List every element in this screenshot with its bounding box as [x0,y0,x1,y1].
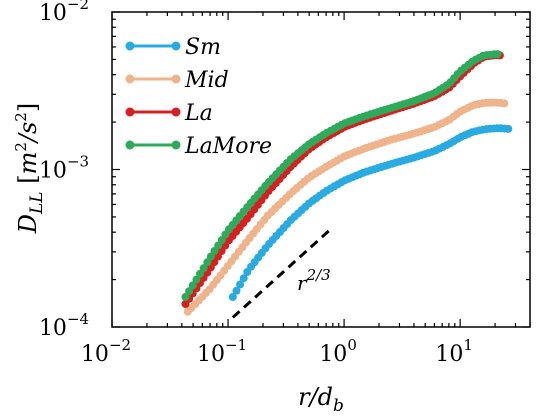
legend-label: Mid [184,68,229,93]
reference-label: r2/3 [297,266,331,295]
data-point [192,275,201,284]
series-lamore [181,50,502,301]
axis-labels: r/db DLL [m2/s2] [12,103,344,416]
y-tick-label: 10−2 [39,0,89,26]
data-point [500,99,509,108]
legend-item-lamore: LaMore [125,134,272,159]
legend-marker [171,41,181,51]
legend-item-mid: Mid [125,68,229,93]
data-point [185,287,194,296]
reference-label-exp: 2/3 [306,266,331,284]
legend-marker [171,74,181,84]
legend-label: LaMore [184,134,272,159]
data-point [228,293,237,301]
legend-label: Sm [185,35,221,60]
data-series [181,50,513,316]
data-point [199,264,208,273]
legend-marker [125,74,135,84]
x-tick-labels: 10−2 10−1 100 101 [81,336,473,367]
y-tick-labels: 10−4 10−3 10−2 [39,0,89,341]
data-point [181,293,190,301]
data-point [239,274,248,283]
plot-frame [111,11,531,328]
series-mid [183,98,509,316]
legend-marker [125,41,135,51]
legend-marker [125,140,135,150]
legend-marker [171,107,181,117]
x-axis-label: r/db [298,383,344,416]
reference-line [231,226,334,319]
data-point [188,281,197,290]
legend-marker [171,140,181,150]
y-tick-label: 10−3 [39,153,89,184]
data-point [504,124,513,133]
data-point [203,258,212,267]
y-tick-label: 10−4 [39,310,89,341]
x-tick-label: 10−2 [81,336,131,367]
data-point [493,50,502,59]
data-point [196,269,204,278]
legend: Sm Mid La LaMore [125,35,272,159]
legend-label: La [184,101,213,126]
data-point [232,286,241,295]
x-tick-label: 10−1 [197,336,247,367]
series-sm [228,124,513,301]
x-tick-label: 100 [319,336,357,367]
legend-item-la: La [125,101,213,126]
data-point [236,280,245,289]
x-tick-label: 101 [435,336,473,367]
legend-item-sm: Sm [125,35,221,60]
legend-marker [125,107,135,117]
y-axis-label: DLL [m2/s2] [12,103,47,234]
